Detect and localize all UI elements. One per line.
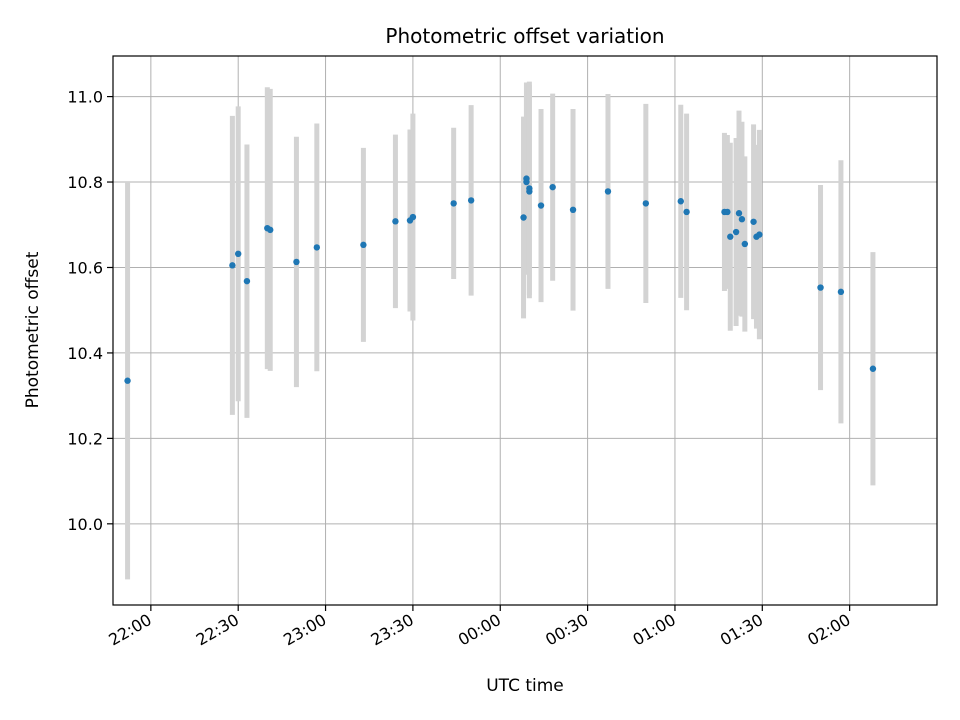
data-point [520, 214, 527, 221]
data-point [235, 250, 242, 258]
data-point [229, 262, 236, 269]
data-point [750, 218, 757, 225]
data-point [735, 210, 743, 217]
data-point [569, 206, 577, 214]
y-tick-label: 10.8 [67, 173, 103, 192]
data-point [677, 198, 684, 205]
data-point [727, 233, 734, 240]
data-point [732, 228, 740, 236]
y-tick-label: 10.2 [67, 429, 103, 448]
data-point [267, 226, 274, 234]
data-point [526, 188, 533, 195]
data-point [360, 241, 367, 249]
data-point [293, 258, 300, 266]
data-point [741, 240, 749, 248]
y-axis-title: Photometric offset [23, 251, 43, 408]
data-point [683, 208, 690, 216]
y-tick-label: 10.0 [67, 515, 103, 534]
y-tick-label: 10.4 [67, 344, 103, 363]
data-point [817, 284, 824, 291]
y-tick-label: 11.0 [67, 88, 103, 107]
data-point [409, 213, 417, 221]
data-point [450, 200, 457, 207]
data-point [243, 277, 251, 285]
data-point [724, 208, 731, 216]
data-point [313, 244, 321, 251]
data-point [124, 377, 131, 384]
y-tick-label: 10.6 [67, 258, 103, 277]
data-point [467, 197, 475, 204]
data-point [523, 178, 530, 186]
data-point [537, 202, 545, 209]
x-axis-title: UTC time [486, 676, 564, 696]
data-point [604, 188, 612, 195]
data-point [738, 216, 746, 223]
data-point [756, 231, 763, 238]
data-point [869, 365, 877, 372]
data-point [392, 218, 399, 225]
data-point [642, 200, 650, 207]
y-axis: 10.0 10.2 10.4 10.6 10.8 11.0 [67, 88, 113, 534]
plot-area-frame [112, 55, 938, 606]
data-point [549, 183, 556, 191]
chart-title: Photometric offset variation [385, 24, 664, 48]
data-point [837, 288, 845, 296]
data-points [124, 175, 877, 384]
